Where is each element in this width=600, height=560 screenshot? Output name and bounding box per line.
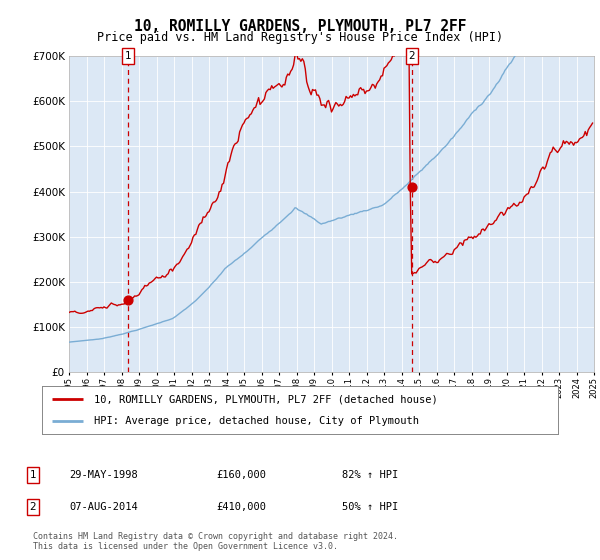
Text: 10, ROMILLY GARDENS, PLYMOUTH, PL7 2FF: 10, ROMILLY GARDENS, PLYMOUTH, PL7 2FF — [134, 19, 466, 34]
Text: 50% ↑ HPI: 50% ↑ HPI — [342, 502, 398, 512]
Text: 2: 2 — [409, 51, 415, 61]
Text: 1: 1 — [125, 51, 131, 61]
Text: HPI: Average price, detached house, City of Plymouth: HPI: Average price, detached house, City… — [94, 416, 419, 426]
Text: 07-AUG-2014: 07-AUG-2014 — [69, 502, 138, 512]
Text: 1: 1 — [29, 470, 37, 480]
Text: 2: 2 — [29, 502, 37, 512]
Text: 82% ↑ HPI: 82% ↑ HPI — [342, 470, 398, 480]
Text: £160,000: £160,000 — [216, 470, 266, 480]
Text: 29-MAY-1998: 29-MAY-1998 — [69, 470, 138, 480]
Text: Price paid vs. HM Land Registry's House Price Index (HPI): Price paid vs. HM Land Registry's House … — [97, 31, 503, 44]
Text: Contains HM Land Registry data © Crown copyright and database right 2024.
This d: Contains HM Land Registry data © Crown c… — [33, 532, 398, 552]
Point — [407, 183, 416, 192]
Point — [123, 296, 133, 305]
Text: 10, ROMILLY GARDENS, PLYMOUTH, PL7 2FF (detached house): 10, ROMILLY GARDENS, PLYMOUTH, PL7 2FF (… — [94, 394, 437, 404]
Text: £410,000: £410,000 — [216, 502, 266, 512]
